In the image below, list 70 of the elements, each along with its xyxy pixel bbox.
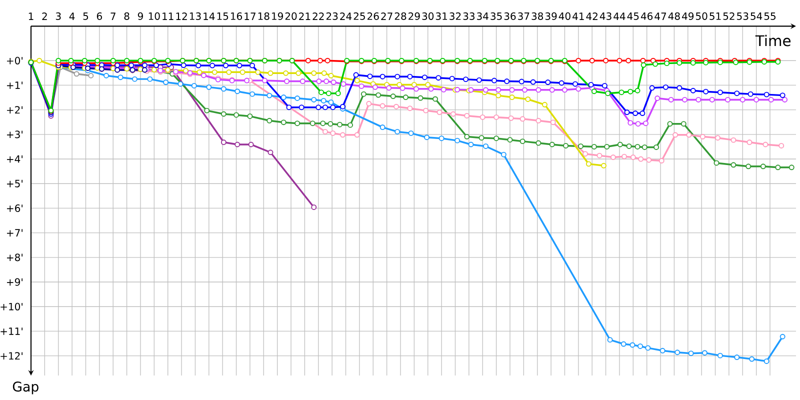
x-tick-label: 52	[723, 12, 734, 20]
x-tick-label: 9	[138, 12, 143, 20]
x-tick-label: 21	[299, 12, 310, 20]
x-tick-label: 26	[368, 12, 379, 20]
x-tick-label: 8	[124, 12, 130, 20]
x-tick-label: 27	[381, 12, 392, 20]
x-tick-label: 43	[600, 12, 612, 20]
y-tick-label: +10'	[0, 302, 22, 310]
x-tick-label: 4	[69, 12, 75, 20]
y-tick-label: +9'	[7, 278, 22, 286]
x-tick-label: 10	[148, 12, 160, 20]
y-tick-label: +11'	[0, 328, 22, 335]
x-tick-label: 32	[450, 12, 461, 20]
x-tick-label: 42	[586, 12, 598, 20]
x-tick-label: 12	[176, 12, 187, 20]
x-tick-label: 45	[627, 12, 639, 20]
x-tick-label: 11	[162, 12, 174, 20]
x-tick-label: 7	[110, 12, 116, 20]
x-tick-label: 47	[654, 12, 666, 20]
x-tick-label: 44	[614, 12, 626, 20]
x-tick-label: 13	[190, 12, 201, 20]
y-tick-label: +5'	[7, 180, 22, 188]
x-tick-label: 54	[750, 12, 762, 20]
x-tick-label: 2	[42, 12, 47, 20]
x-tick-label: 6	[96, 12, 102, 20]
x-tick-label: 53	[737, 12, 748, 20]
x-tick-label: 25	[354, 12, 365, 20]
x-tick-label: 24	[340, 12, 352, 20]
x-tick-label: 55	[764, 12, 776, 20]
x-tick-label: 40	[558, 12, 570, 20]
x-tick-label: 31	[436, 12, 447, 20]
y-tick-label: +6'	[7, 204, 22, 212]
x-tick-label: 33	[463, 12, 474, 20]
x-tick-label: 35	[490, 12, 502, 20]
x-tick-label: 17	[244, 12, 256, 20]
x-tick-label: 41	[572, 12, 584, 20]
x-tick-label: 48	[668, 12, 680, 20]
x-tick-label: 29	[408, 12, 420, 20]
x-axis-title: Time	[755, 34, 791, 46]
x-tick-label: 51	[710, 12, 721, 20]
x-tick-label: 39	[545, 12, 557, 20]
y-tick-label: +8'	[7, 254, 22, 262]
x-tick-label: 15	[217, 12, 228, 20]
x-tick-label: 3	[56, 12, 61, 20]
y-tick-label: +0'	[7, 56, 22, 64]
x-tick-label: 49	[682, 12, 694, 20]
y-tick-label: +4'	[7, 155, 22, 163]
y-tick-label: +1'	[7, 82, 22, 89]
x-tick-label: 46	[640, 12, 653, 20]
x-tick-label: 36	[504, 12, 516, 20]
x-tick-label: 20	[285, 12, 297, 20]
x-tick-label: 50	[696, 12, 708, 20]
y-axis-title: Gap	[12, 382, 38, 394]
x-tick-label: 1	[28, 12, 34, 20]
x-tick-label: 34	[477, 12, 488, 20]
y-tick-label: +2'	[7, 106, 22, 114]
x-tick-label: 30	[422, 12, 434, 20]
x-tick-label: 5	[83, 12, 88, 20]
y-tick-label: +12'	[0, 352, 22, 360]
x-tick-label: 18	[258, 12, 270, 20]
x-tick-label: 16	[231, 12, 242, 20]
x-tick-label: 38	[532, 12, 544, 20]
x-tick-label: 22	[312, 12, 324, 20]
y-tick-label: +7'	[7, 229, 22, 236]
x-tick-label: 28	[394, 12, 406, 20]
x-tick-label: 19	[272, 12, 283, 20]
x-tick-label: 14	[204, 12, 215, 20]
y-tick-label: +3'	[7, 130, 22, 138]
x-tick-label: 37	[518, 12, 530, 20]
x-tick-label: 23	[326, 12, 338, 20]
